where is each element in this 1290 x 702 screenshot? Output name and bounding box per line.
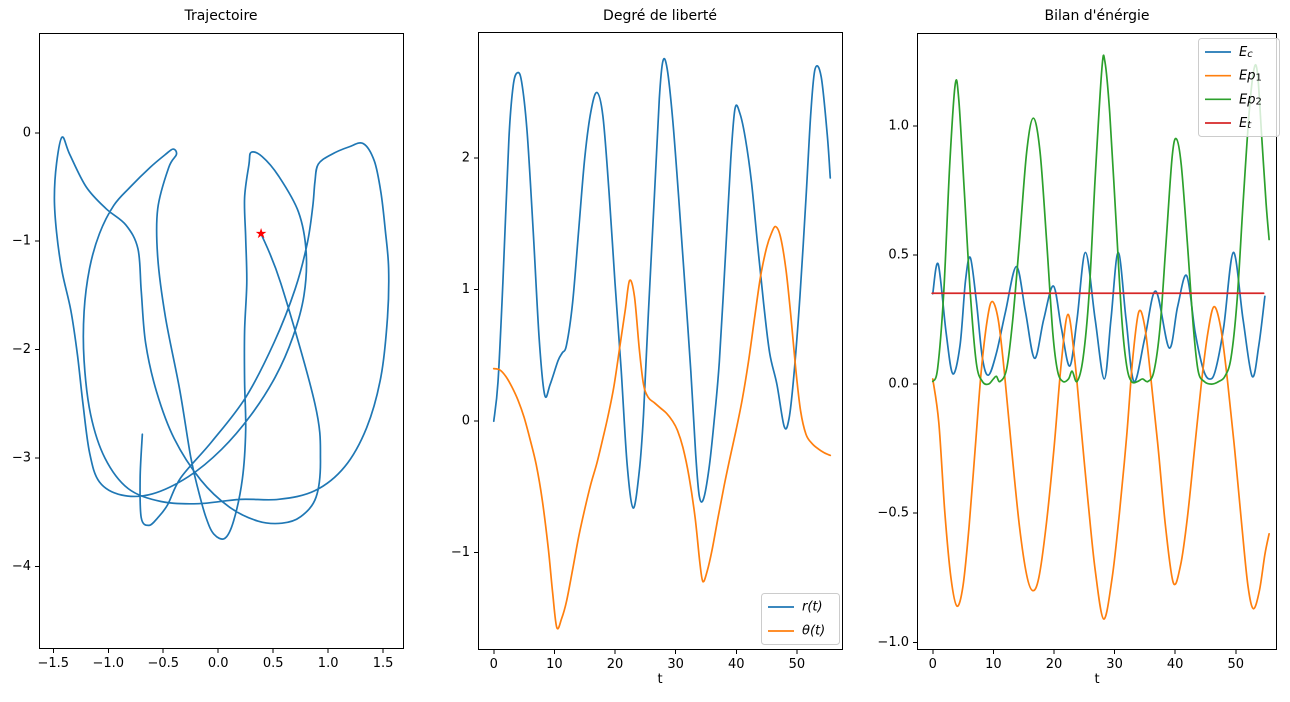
x-tick-label: 30 bbox=[1106, 657, 1123, 672]
y-tick-label: 1.0 bbox=[888, 118, 909, 133]
dof-xaxis-label: t bbox=[657, 672, 663, 687]
y-tick-label: 0.5 bbox=[888, 248, 909, 263]
x-tick-label: 20 bbox=[607, 657, 624, 672]
ep1-curve bbox=[931, 300, 1270, 620]
x-tick-label: 50 bbox=[789, 657, 806, 672]
x-tick-label: 50 bbox=[1228, 657, 1245, 672]
y-tick-label: 0.0 bbox=[888, 377, 909, 392]
axes-spines bbox=[478, 32, 843, 650]
ep2-curve bbox=[931, 54, 1270, 386]
legend-label: Ep2 bbox=[1239, 92, 1262, 107]
trajectory-plot-title: Trajectoire bbox=[184, 8, 258, 24]
x-tick-label: 10 bbox=[546, 657, 563, 672]
energy-xaxis-label: t bbox=[1094, 672, 1100, 687]
plot-trajectoire: −1.5 −1.0 −0.5 0.0 0.5 1.0 1.5 0 −1 −2 −3 −4 bbox=[12, 33, 404, 671]
y-tick-label: 0 bbox=[462, 414, 470, 429]
y-tick-label: −1 bbox=[12, 234, 31, 249]
x-tick-label: 40 bbox=[728, 657, 745, 672]
y-tick-label: −2 bbox=[12, 342, 31, 357]
y-tick-label: −0.5 bbox=[877, 506, 909, 521]
y-tick-label: 0 bbox=[23, 125, 31, 140]
y-tick-label: −3 bbox=[12, 451, 31, 466]
y-tick-label: −4 bbox=[12, 559, 31, 574]
x-tick-label: −1.5 bbox=[38, 656, 70, 671]
legend: Ec Ep1 Ep2 Et bbox=[1198, 38, 1280, 137]
y-tick-label: 1 bbox=[462, 282, 470, 297]
dof-plot-title: Degré de liberté bbox=[603, 8, 717, 24]
trajectory-line bbox=[53, 136, 390, 540]
r-curve bbox=[492, 57, 832, 509]
legend-label: Ec bbox=[1239, 45, 1253, 60]
legend-label: Ep1 bbox=[1239, 68, 1262, 83]
y-tick-label: −1.0 bbox=[877, 635, 909, 650]
legend-box bbox=[1198, 38, 1280, 137]
x-tick-label: −0.5 bbox=[147, 656, 179, 671]
legend-box bbox=[761, 593, 840, 645]
x-tick-label: −1.0 bbox=[92, 656, 124, 671]
axes-spines bbox=[917, 33, 1277, 650]
energy-plot-title: Bilan d'énérgie bbox=[1044, 8, 1150, 24]
x-tick-label: 0 bbox=[490, 657, 498, 672]
legend-label: Et bbox=[1239, 116, 1252, 131]
axes-spines bbox=[39, 33, 404, 649]
x-tick-label: 0 bbox=[929, 657, 937, 672]
plot-bilan-denergie: 0 10 20 30 40 50 −1.0 −0.5 0.0 0.5 1.0 Ec Ep1 Ep2 Et bbox=[877, 33, 1280, 672]
x-tick-label: 1.0 bbox=[318, 656, 339, 671]
x-tick-label: 1.5 bbox=[373, 656, 394, 671]
y-tick-label: −1 bbox=[451, 545, 470, 560]
legend-label: θ(t) bbox=[802, 624, 825, 639]
y-tick-label: 2 bbox=[462, 151, 470, 166]
x-tick-label: 40 bbox=[1167, 657, 1184, 672]
x-tick-label: 20 bbox=[1046, 657, 1063, 672]
legend: r(t) θ(t) bbox=[761, 593, 840, 645]
x-tick-label: 30 bbox=[667, 657, 684, 672]
x-tick-label: 10 bbox=[985, 657, 1002, 672]
legend-label: r(t) bbox=[802, 600, 823, 615]
x-tick-label: 0.0 bbox=[208, 656, 229, 671]
theta-curve bbox=[492, 225, 832, 630]
x-tick-label: 0.5 bbox=[263, 656, 284, 671]
plot-degre-de-liberte: 0 10 20 30 40 50 −1 0 1 2 r(t) θ(t) bbox=[451, 32, 843, 672]
start-point bbox=[255, 228, 267, 239]
